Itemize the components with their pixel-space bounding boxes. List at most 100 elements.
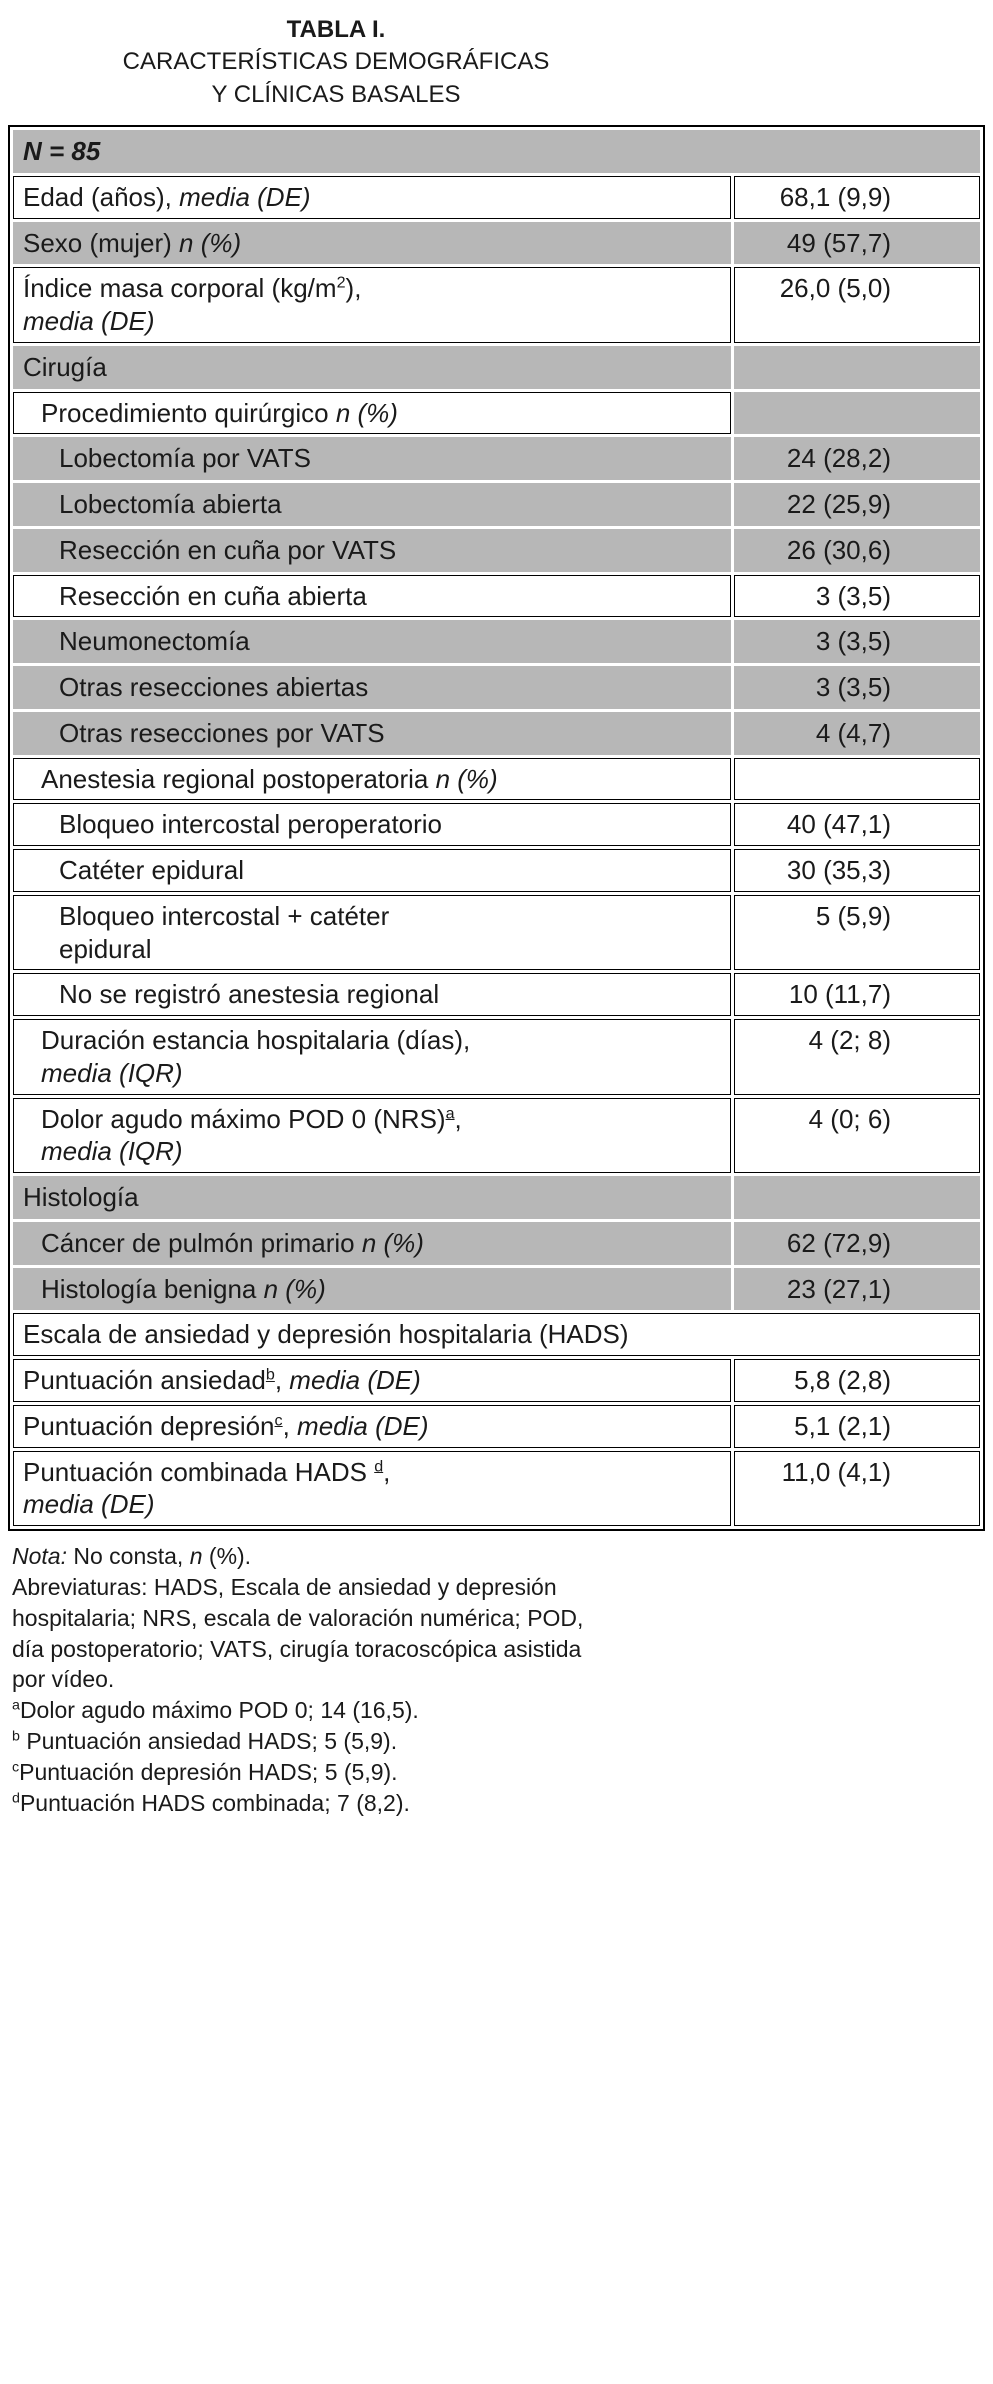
table-row: Lobectomía abierta 22 (25,9) xyxy=(13,483,980,526)
note-line: día postoperatorio; VATS, cirugía toraco… xyxy=(12,1634,732,1665)
text-segment: Abreviaturas: HADS, Escala de ansiedad y… xyxy=(12,1573,557,1600)
row-label-cell: Procedimiento quirúrgico n (%) xyxy=(13,391,732,435)
row-value-cell: 11,0 (4,1) xyxy=(734,1450,980,1527)
table-row: Puntuación ansiedadb, media (DE) 5,8 (2,8… xyxy=(13,1359,980,1402)
text-segment: No consta, xyxy=(66,1543,190,1570)
table-row: Histología xyxy=(13,1176,980,1219)
table-row: Otras resecciones abiertas 3 (3,5) xyxy=(13,666,980,709)
table-row: Histología benigna n (%) 23 (27,1) xyxy=(13,1267,980,1311)
table-row: Cáncer de pulmón primario n (%) 62 (72,9) xyxy=(13,1221,980,1265)
text-segment: Resección en cuña abierta xyxy=(59,580,367,611)
text-segment: Otras resecciones abiertas xyxy=(59,672,369,703)
note-line: por vídeo. xyxy=(12,1664,732,1695)
footnote-ref-b[interactable]: b xyxy=(265,1365,275,1384)
text-segment: media (DE) xyxy=(23,306,155,337)
row-label-cell: Puntuación depresiónc, media (DE) xyxy=(13,1404,732,1448)
note-line: aDolor agudo máximo POD 0; 14 (16,5). xyxy=(12,1695,732,1726)
table-title-line-1: CARACTERÍSTICAS DEMOGRÁFICAS xyxy=(122,48,550,76)
row-value-cell: 4 (0; 6) xyxy=(734,1097,980,1174)
superscript: a xyxy=(12,1697,20,1714)
row-value-cell: 3 (3,5) xyxy=(734,574,980,618)
row-label-cell: Puntuación ansiedadb, media (DE) xyxy=(13,1359,732,1402)
row-label-cell: Otras resecciones abiertas xyxy=(13,666,732,709)
text-segment: Duración estancia hospitalaria (días), xyxy=(41,1025,471,1056)
text-segment: Dolor agudo máximo POD 0; 14 (16,5). xyxy=(19,1697,419,1724)
footnote-ref-c[interactable]: c xyxy=(274,1411,283,1430)
text-segment: hospitalaria; NRS, escala de valoración … xyxy=(12,1604,584,1631)
row-label-cell: Resección en cuña abierta xyxy=(13,574,732,618)
table-row: Sexo (mujer) n (%) 49 (57,7) xyxy=(13,221,980,265)
text-segment: ), xyxy=(345,273,362,304)
text-segment: Anestesia regional postoperatoria xyxy=(41,763,436,794)
text-segment: media (IQR) xyxy=(41,1136,183,1167)
text-segment: Histología benigna xyxy=(41,1273,264,1304)
row-value-cell: 3 (3,5) xyxy=(734,620,980,664)
text-segment: media (DE) xyxy=(289,1365,421,1396)
table-row: No se registró anestesia regional 10 (11,… xyxy=(13,973,980,1017)
table-body: N = 85 Edad (años), media (DE) 68,1 (9,9) S… xyxy=(13,130,980,1527)
text-segment: Otras resecciones por VATS xyxy=(59,717,385,748)
row-label-cell: Anestesia regional postoperatoria n (%) xyxy=(13,757,732,801)
row-value-cell: 68,1 (9,9) xyxy=(734,175,980,219)
row-label-cell: N = 85 xyxy=(13,130,980,173)
table-row: Dolor agudo máximo POD 0 (NRS)a, media (I… xyxy=(13,1097,980,1174)
row-label-cell: Neumonectomía xyxy=(13,620,732,664)
text-segment: , xyxy=(282,1410,298,1441)
note-line: b Puntuación ansiedad HADS; 5 (5,9). xyxy=(12,1726,732,1757)
note-line: hospitalaria; NRS, escala de valoración … xyxy=(12,1603,732,1634)
table-title-block: TABLA I. CARACTERÍSTICAS DEMOGRÁFICAS Y … xyxy=(8,14,664,111)
row-label-cell: Histología xyxy=(13,1176,732,1219)
text-segment: Neumonectomía xyxy=(59,626,250,657)
text-segment: n xyxy=(189,1543,203,1570)
row-value-cell: 23 (27,1) xyxy=(734,1267,980,1311)
row-value-cell xyxy=(734,1176,980,1219)
footnote-ref-d[interactable]: d xyxy=(374,1457,384,1476)
table-title-line-2: Y CLÍNICAS BASALES xyxy=(211,80,461,108)
table-notes: Nota: No consta, n (%). Abreviaturas: HAD… xyxy=(8,1541,732,1818)
row-label-cell: Cirugía xyxy=(13,345,732,389)
table-row: Otras resecciones por VATS 4 (4,7) xyxy=(13,711,980,755)
row-value-cell: 26,0 (5,0) xyxy=(734,267,980,343)
text-segment: Nota: xyxy=(12,1543,67,1570)
table-row: Duración estancia hospitalaria (días), me… xyxy=(13,1019,980,1095)
row-label-cell: Otras resecciones por VATS xyxy=(13,711,732,755)
row-label-cell: Edad (años), media (DE) xyxy=(13,175,732,219)
footnote-ref-a[interactable]: a xyxy=(445,1104,455,1123)
table-row: Puntuación depresiónc, media (DE) 5,1 (2,… xyxy=(13,1404,980,1448)
row-label-cell: Índice masa corporal (kg/m2), media (DE) xyxy=(13,267,732,343)
page-content: TABLA I. CARACTERÍSTICAS DEMOGRÁFICAS Y … xyxy=(8,14,985,1818)
row-label-cell: Histología benigna n (%) xyxy=(13,1267,732,1311)
row-label-cell: Lobectomía abierta xyxy=(13,483,732,526)
table-row: Catéter epidural 30 (35,3) xyxy=(13,849,980,892)
row-value-cell: 24 (28,2) xyxy=(734,437,980,481)
table-row: Procedimiento quirúrgico n (%) xyxy=(13,391,980,435)
row-value-cell xyxy=(734,391,980,435)
text-segment: Catéter epidural xyxy=(59,855,244,886)
text-segment: media (DE) xyxy=(23,1489,155,1520)
text-segment: Lobectomía por VATS xyxy=(59,443,311,474)
text-segment: Índice masa corporal (kg/m xyxy=(23,273,337,304)
text-segment: (%). xyxy=(202,1543,252,1570)
table-row: Resección en cuña abierta 3 (3,5) xyxy=(13,574,980,618)
superscript: c xyxy=(12,1759,20,1776)
row-value-cell: 5,1 (2,1) xyxy=(734,1404,980,1448)
row-value-cell: 49 (57,7) xyxy=(734,221,980,265)
table-row: Lobectomía por VATS 24 (28,2) xyxy=(13,437,980,481)
text-segment: media (IQR) xyxy=(41,1057,183,1088)
text-segment: Resección en cuña por VATS xyxy=(59,534,397,565)
row-label-cell: Bloqueo intercostal peroperatorio xyxy=(13,803,732,847)
text-segment: Escala de ansiedad y depresión hospitala… xyxy=(23,1319,629,1350)
text-segment: Edad (años), xyxy=(23,181,180,212)
superscript: b xyxy=(12,1728,20,1745)
row-label-cell: Bloqueo intercostal + catéter epidural xyxy=(13,894,732,971)
row-label-cell: Sexo (mujer) n (%) xyxy=(13,221,732,265)
table-row: N = 85 xyxy=(13,130,980,173)
note-line: dPuntuación HADS combinada; 7 (8,2). xyxy=(12,1788,732,1819)
table-row: Puntuación combinada HADS d, media (DE) 11… xyxy=(13,1450,980,1527)
text-segment: Puntuación depresión xyxy=(23,1410,275,1441)
row-label-cell: Catéter epidural xyxy=(13,849,732,892)
text-segment: día postoperatorio; VATS, cirugía toraco… xyxy=(12,1635,582,1662)
table-row: Neumonectomía 3 (3,5) xyxy=(13,620,980,664)
row-value-cell: 3 (3,5) xyxy=(734,666,980,709)
